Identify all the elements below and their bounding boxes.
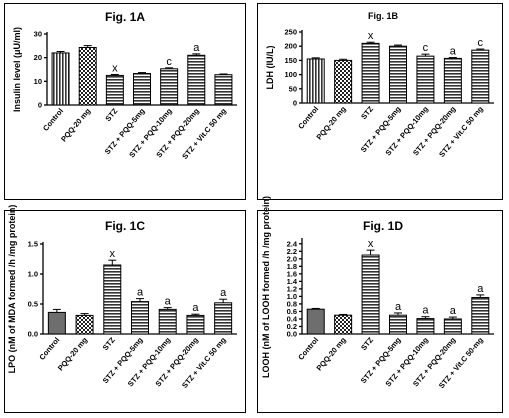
chart-title: Fig. 1C (105, 219, 145, 233)
significance-label: c (166, 56, 172, 68)
bar-1 (306, 308, 325, 335)
x-category-label: STZ (359, 104, 375, 121)
significance-label: x (112, 62, 118, 74)
y-tick-label: 20 (34, 53, 42, 62)
bar-3 (361, 254, 380, 335)
y-tick-label: 0.4 (287, 314, 298, 323)
x-category-label: STZ (103, 106, 119, 123)
y-tick-label: 100 (284, 70, 297, 79)
bar-2 (78, 46, 97, 106)
y-tick-label: 0.0 (287, 330, 297, 339)
bar-6 (186, 314, 205, 335)
significance-label: a (450, 46, 457, 58)
y-tick-label: 0 (38, 101, 42, 110)
x-category-label: PQQ-20 mg (56, 335, 89, 372)
bar-4 (389, 45, 407, 104)
y-tick-label: 2.2 (287, 247, 297, 256)
chart-fig-1a: Fig. 1A Insulin level (μU/ml) 0 10 20 30 Contr… (12, 10, 237, 161)
significance-label: a (422, 305, 429, 317)
significance-label: a (450, 305, 457, 317)
y-axis-label: Insulin level (μU/ml) (12, 27, 22, 112)
y-tick-label: 0.5 (28, 300, 38, 309)
y-tick-label: 1.6 (287, 269, 297, 278)
y-tick-label: 1.0 (28, 270, 38, 279)
y-tick-label: 0 (293, 99, 297, 108)
bar-3 (103, 264, 122, 335)
bar-7 (471, 49, 490, 104)
bar-2 (334, 314, 353, 335)
bar-3 (105, 74, 124, 106)
y-tick-label: 200 (284, 42, 297, 51)
y-tick-label: 1.8 (287, 262, 297, 271)
panel-fig-1a: Fig. 1A Insulin level (μU/ml) 0 10 20 30 Contr… (4, 3, 246, 200)
bar-7 (214, 74, 233, 106)
y-axis-label: LOOH (nM of LOOH formed /h /mg protein) (261, 196, 271, 378)
significance-label: a (477, 283, 484, 295)
x-category-label: Control (41, 107, 65, 133)
bar-4 (131, 301, 149, 335)
bar-2 (334, 59, 353, 104)
significance-label: a (220, 287, 227, 299)
bar-7 (471, 297, 490, 335)
bar-4 (133, 73, 151, 106)
y-tick-label: 0.6 (287, 307, 297, 316)
bar-1 (47, 311, 66, 335)
y-tick-label: 0.0 (28, 330, 38, 339)
significance-label: c (478, 37, 484, 49)
x-category-label: STZ (101, 335, 117, 352)
y-tick-label: 250 (284, 28, 297, 37)
y-tick-label: 1.4 (287, 277, 298, 286)
panel-fig-1c: Fig. 1C LPO (nM of MDA formed /h /mg prot… (4, 205, 246, 413)
x-category-label: STZ (359, 335, 375, 352)
significance-label: x (110, 248, 116, 260)
bar-3 (361, 42, 380, 104)
significance-label: a (137, 287, 144, 299)
bar-6 (443, 318, 462, 335)
significance-label: a (165, 296, 172, 308)
panel-fig-1d: Fig. 1D LOOH (nM of LOOH formed /h /mg pr… (257, 196, 503, 413)
bar-4 (389, 314, 407, 335)
significance-label: x (368, 238, 374, 250)
y-tick-label: 1.5 (28, 240, 38, 249)
y-axis-label: LDH (IU/L) (265, 46, 275, 90)
chart-fig-1d: Fig. 1D LOOH (nM of LOOH formed /h /mg pr… (261, 196, 494, 390)
bar-5 (158, 308, 177, 335)
x-category-label: Control (37, 336, 61, 362)
chart-title: Fig. 1B (368, 11, 399, 21)
significance-label: a (395, 301, 402, 313)
chart-fig-1c: Fig. 1C LPO (nM of MDA formed /h /mg prot… (7, 205, 237, 390)
significance-label: a (193, 42, 200, 54)
y-axis-label: LPO (nM of MDA formed /h /mg protein) (7, 205, 17, 374)
y-tick-label: 0.2 (287, 322, 297, 331)
chart-title: Fig. 1A (105, 10, 145, 24)
bar-2 (75, 314, 94, 335)
bar-5 (416, 318, 435, 335)
y-tick-label: 10 (34, 77, 42, 86)
y-tick-label: 1.0 (287, 292, 297, 301)
x-category-label: Control (296, 336, 320, 362)
y-tick-label: 0.8 (287, 299, 297, 308)
bar-1 (306, 58, 325, 104)
significance-label: a (192, 302, 199, 314)
y-tick-label: 2.0 (287, 254, 297, 263)
bar-6 (187, 54, 206, 106)
bar-5 (160, 68, 179, 106)
x-category-label: Control (296, 105, 320, 131)
bar-5 (416, 55, 435, 104)
significance-label: x (368, 30, 374, 42)
bar-7 (214, 302, 233, 335)
panel-fig-1b: Fig. 1B LDH (IU/L) 0 50 100 150 200 250 Control P… (257, 3, 503, 200)
y-tick-label: 30 (34, 30, 42, 39)
significance-label: c (423, 42, 429, 54)
bar-1 (51, 52, 70, 106)
y-tick-label: 150 (284, 56, 297, 65)
chart-title: Fig. 1D (363, 219, 403, 233)
y-tick-label: 2.4 (287, 239, 298, 248)
y-tick-label: 50 (289, 84, 297, 93)
bar-6 (443, 57, 462, 104)
y-tick-label: 1.2 (287, 284, 297, 293)
